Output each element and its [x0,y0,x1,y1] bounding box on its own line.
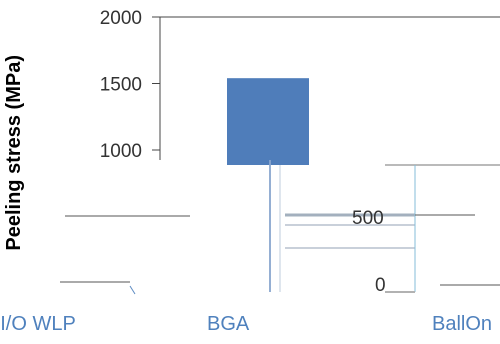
y-tick-label: 1500 [100,75,142,96]
y-tick-label: 1000 [100,141,142,162]
y-tick-label-0: 0 [375,275,386,296]
x-category-label: BallOn [432,313,492,335]
y-ticks: 1000 1500 2000 [100,8,160,162]
y-tick-label-500: 500 [352,208,384,229]
y-tick-label: 2000 [100,8,142,29]
y-axis-label: Peeling stress (MPa) [3,55,25,251]
bars [227,78,309,165]
bar-1 [227,78,309,165]
x-category-label: BGA [207,313,250,335]
render-artifacts [60,160,500,295]
x-category-label: Fan-in I/O WLP [0,313,76,335]
x-labels: Fan-in I/O WLP BGA BallOn [0,313,492,335]
